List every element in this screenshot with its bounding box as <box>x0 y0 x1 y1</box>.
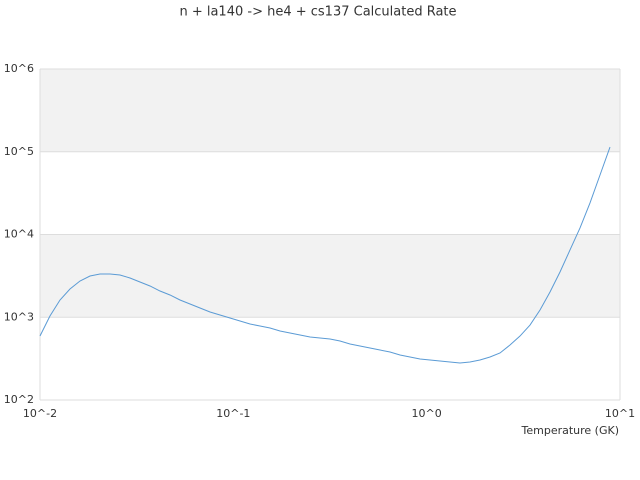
y-tick-label: 10^2 <box>4 393 34 406</box>
x-tick-label: 10^0 <box>412 407 442 420</box>
line <box>39 146 611 364</box>
y-tick-label: 10^6 <box>4 62 34 75</box>
x-tick-label: 10^-2 <box>23 407 57 420</box>
band <box>40 69 620 152</box>
y-tick-label: 10^5 <box>4 145 34 158</box>
y-tick-label: 10^3 <box>4 310 34 323</box>
x-axis-label: Temperature (GK) <box>521 424 620 437</box>
band <box>40 234 620 318</box>
chart-title: n + la140 -> he4 + cs137 Calculated Rate <box>179 5 456 20</box>
x-tick-label: 10^1 <box>605 407 635 420</box>
y-tick-label: 10^4 <box>4 228 34 241</box>
x-tick-label: 10^-1 <box>216 407 250 420</box>
